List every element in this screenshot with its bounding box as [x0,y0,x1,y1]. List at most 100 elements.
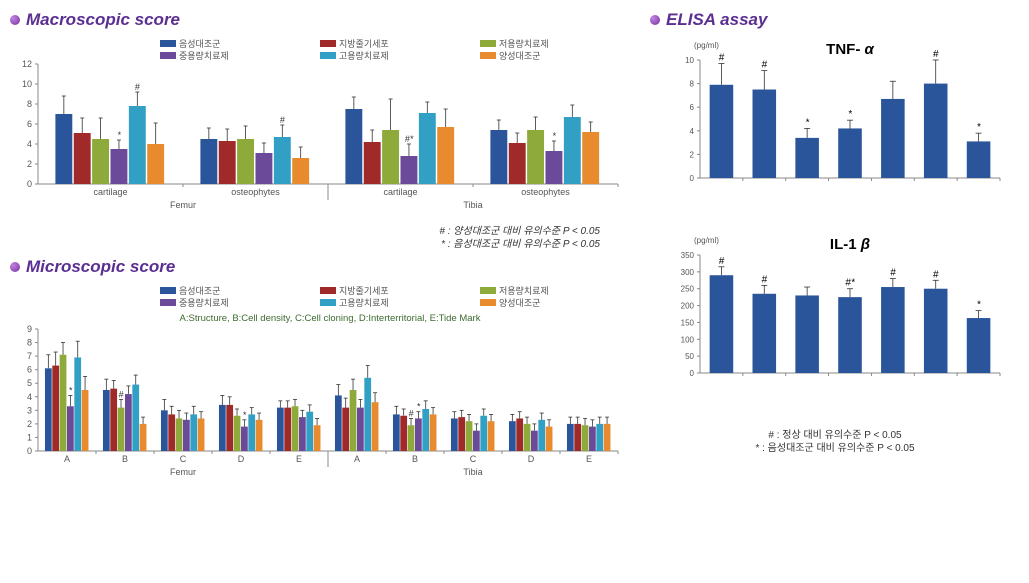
svg-text:10: 10 [22,79,32,89]
svg-text:#: # [933,49,939,60]
svg-text:3: 3 [27,405,32,415]
svg-text:6: 6 [27,119,32,129]
svg-text:cartilage: cartilage [383,187,417,197]
svg-text:양성대조군: 양성대조군 [499,298,540,308]
svg-text:중용량치료제: 중용량치료제 [179,297,229,308]
svg-text:*: * [977,300,982,311]
svg-text:9: 9 [27,324,32,334]
svg-text:0: 0 [27,179,32,189]
svg-text:*: * [417,402,421,412]
svg-text:*: * [552,131,556,141]
svg-text:4: 4 [27,392,32,402]
sig-star: * : 음성대조군 대비 유의수준 P < 0.05 [441,239,600,250]
svg-text:8: 8 [690,80,695,89]
svg-text:osteophytes: osteophytes [231,187,280,197]
svg-text:A:Structure, B:Cell density, C: A:Structure, B:Cell density, C:Cell clon… [180,313,481,324]
svg-text:6: 6 [27,365,32,375]
svg-text:#: # [762,274,768,285]
svg-text:#*: #* [405,134,414,144]
sig-right: # : 정상 대비 유의수준 P < 0.05 * : 음성대조군 대비 유의수… [650,429,1020,455]
svg-text:지방줄기세포: 지방줄기세포 [339,39,389,49]
svg-text:*: * [848,109,853,120]
svg-text:0: 0 [690,369,695,378]
svg-text:*: * [69,385,73,395]
svg-text:*: * [117,130,121,140]
svg-text:*: * [243,410,247,420]
svg-text:50: 50 [685,352,694,361]
sig-hash-r: # : 정상 대비 유의수준 P < 0.05 [768,430,901,441]
svg-text:D: D [528,454,535,464]
svg-text:A: A [354,454,360,464]
svg-text:#: # [119,389,125,399]
svg-text:6: 6 [690,103,695,112]
macro-title: Macroscopic score [10,10,630,30]
svg-text:#: # [280,115,286,125]
svg-text:300: 300 [681,268,695,277]
macro-chart: 024681012*#cartilage#osteophytes#*cartil… [10,34,630,219]
svg-text:Tibia: Tibia [463,467,482,477]
svg-text:A: A [64,454,70,464]
svg-text:8: 8 [27,99,32,109]
svg-text:Tibia: Tibia [463,200,482,210]
svg-text:C: C [470,454,477,464]
svg-text:#*: #* [845,278,856,289]
svg-text:4: 4 [27,139,32,149]
elisa-title-text: ELISA assay [666,10,767,30]
svg-text:고용량치료제: 고용량치료제 [339,297,389,308]
svg-text:중용량치료제: 중용량치료제 [179,50,229,61]
micro-chart: 0123456789*A#BC*DEA#*BCDEFemurTibia음성대조군… [10,281,630,486]
svg-text:2: 2 [27,159,32,169]
svg-text:250: 250 [681,285,695,294]
elisa-title: ELISA assay [650,10,1020,30]
svg-text:150: 150 [681,318,695,327]
svg-text:저용량치료제: 저용량치료제 [499,38,549,49]
svg-text:TNF- α: TNF- α [826,41,874,58]
svg-text:2: 2 [690,150,695,159]
svg-text:#: # [762,60,768,71]
svg-text:#: # [890,268,896,279]
svg-text:지방줄기세포: 지방줄기세포 [339,286,389,296]
svg-text:C: C [180,454,187,464]
svg-text:저용량치료제: 저용량치료제 [499,285,549,296]
svg-text:0: 0 [690,174,695,183]
svg-text:(pg/ml): (pg/ml) [694,236,719,245]
svg-text:4: 4 [690,127,695,136]
svg-text:2: 2 [27,419,32,429]
svg-text:*: * [977,122,982,133]
micro-title: Microscopic score [10,257,630,277]
macro-title-text: Macroscopic score [26,10,180,30]
svg-text:#: # [933,269,939,280]
micro-title-text: Microscopic score [26,257,175,277]
bullet-icon [10,15,20,25]
svg-text:350: 350 [681,251,695,260]
svg-text:고용량치료제: 고용량치료제 [339,50,389,61]
svg-text:#: # [409,408,415,418]
svg-text:200: 200 [681,302,695,311]
svg-text:7: 7 [27,351,32,361]
svg-text:0: 0 [27,446,32,456]
svg-text:*: * [805,117,810,128]
svg-text:D: D [238,454,245,464]
svg-text:B: B [122,454,128,464]
svg-text:#: # [135,82,141,92]
svg-text:B: B [412,454,418,464]
svg-text:8: 8 [27,338,32,348]
right-column: ELISA assay (pg/ml)TNF- α0246810##**#* (… [650,10,1020,486]
svg-text:양성대조군: 양성대조군 [499,51,540,61]
svg-text:1: 1 [27,432,32,442]
sig-hash: # : 양성대조군 대비 유의수준 P < 0.05 [439,226,600,237]
svg-text:E: E [586,454,592,464]
svg-text:#: # [719,256,725,267]
svg-text:5: 5 [27,378,32,388]
svg-text:음성대조군: 음성대조군 [179,39,220,49]
svg-text:Femur: Femur [170,467,196,477]
left-column: Macroscopic score 024681012*#cartilage#o… [10,10,630,486]
bullet-icon [10,262,20,272]
svg-text:100: 100 [681,335,695,344]
svg-text:12: 12 [22,59,32,69]
figure-container: Macroscopic score 024681012*#cartilage#o… [10,10,1029,486]
svg-text:osteophytes: osteophytes [521,187,570,197]
svg-text:#: # [719,53,725,64]
svg-text:10: 10 [685,56,694,65]
svg-text:IL-1 β: IL-1 β [830,236,870,253]
